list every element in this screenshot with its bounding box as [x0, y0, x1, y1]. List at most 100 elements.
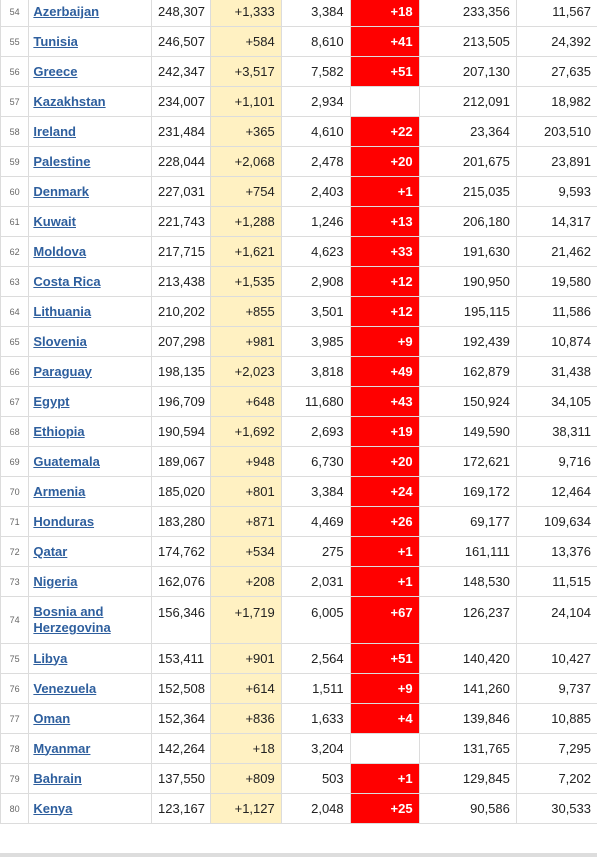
- country-link[interactable]: Bahrain: [33, 770, 82, 786]
- rank-cell: 73: [0, 566, 30, 597]
- country-link[interactable]: Myanmar: [33, 740, 91, 756]
- country-link[interactable]: Bosnia and Herzegovina: [33, 604, 111, 635]
- rank-cell: 68: [0, 416, 30, 447]
- country-link[interactable]: Costa Rica: [33, 273, 101, 289]
- new-cases-cell: +1,719: [209, 596, 282, 644]
- country-link[interactable]: Denmark: [33, 183, 90, 199]
- total-cases-cell: 153,411: [151, 643, 211, 674]
- total-recovered-cell: 213,505: [418, 26, 517, 57]
- table-row: 70 Armenia 185,020 +801 3,384 +24 169,172 12,46…: [0, 476, 597, 507]
- new-cases-cell: +901: [209, 643, 282, 674]
- covid-stats-table: 54 Azerbaijan 248,307 +1,333 3,384 +18 233,356…: [0, 0, 597, 824]
- country-link[interactable]: Lithuania: [33, 303, 92, 319]
- new-cases-cell: +809: [209, 763, 282, 794]
- rank-cell: 65: [0, 326, 30, 357]
- new-deaths-cell: +51: [349, 56, 420, 87]
- country-link[interactable]: Palestine: [33, 153, 91, 169]
- total-cases-cell: 189,067: [151, 446, 211, 477]
- country-link[interactable]: Greece: [33, 63, 78, 79]
- country-link[interactable]: Tunisia: [33, 33, 78, 49]
- new-deaths-cell: +1: [349, 566, 420, 597]
- table-row: 67 Egypt 196,709 +648 11,680 +43 150,924 34,105: [0, 386, 597, 417]
- total-cases-cell: 190,594: [151, 416, 211, 447]
- table-row: 63 Costa Rica 213,438 +1,535 2,908 +12 190,950…: [0, 266, 597, 297]
- new-cases-cell: +18: [209, 733, 282, 764]
- new-cases-cell: +836: [209, 703, 282, 734]
- table-row: 61 Kuwait 221,743 +1,288 1,246 +13 206,180 14,3…: [0, 206, 597, 237]
- country-link[interactable]: Armenia: [33, 483, 86, 499]
- new-cases-cell: +648: [209, 386, 282, 417]
- active-cases-cell: 11,567: [515, 0, 597, 27]
- new-cases-cell: +1,621: [209, 236, 282, 267]
- country-cell: Bahrain: [28, 763, 153, 794]
- country-link[interactable]: Azerbaijan: [33, 3, 100, 19]
- rank-cell: 67: [0, 386, 30, 417]
- new-deaths-cell: +9: [349, 326, 420, 357]
- total-cases-cell: 156,346: [151, 596, 211, 644]
- total-deaths-cell: 4,610: [280, 116, 351, 147]
- new-cases-cell: +1,535: [209, 266, 282, 297]
- country-cell: Honduras: [28, 506, 153, 537]
- new-cases-cell: +3,517: [209, 56, 282, 87]
- rank-cell: 69: [0, 446, 30, 477]
- rank-cell: 64: [0, 296, 30, 327]
- new-cases-cell: +1,127: [209, 793, 282, 824]
- country-cell: Kenya: [28, 793, 153, 824]
- table-row: 74 Bosnia and Herzegovina 156,346 +1,719 6,0…: [0, 596, 597, 644]
- country-link[interactable]: Ethiopia: [33, 423, 85, 439]
- country-link[interactable]: Kenya: [33, 800, 73, 816]
- new-deaths-cell: +12: [349, 266, 420, 297]
- new-cases-cell: +2,023: [209, 356, 282, 387]
- country-link[interactable]: Venezuela: [33, 680, 97, 696]
- country-link[interactable]: Kuwait: [33, 213, 76, 229]
- table-row: 66 Paraguay 198,135 +2,023 3,818 +49 162,879 31…: [0, 356, 597, 387]
- table-row: 58 Ireland 231,484 +365 4,610 +22 23,364 203,51…: [0, 116, 597, 147]
- total-cases-cell: 228,044: [151, 146, 211, 177]
- country-cell: Slovenia: [28, 326, 153, 357]
- country-link[interactable]: Egypt: [33, 393, 70, 409]
- active-cases-cell: 9,593: [515, 176, 597, 207]
- total-recovered-cell: 207,130: [418, 56, 517, 87]
- total-cases-cell: 174,762: [151, 536, 211, 567]
- rank-cell: 78: [0, 733, 30, 764]
- total-deaths-cell: 2,403: [280, 176, 351, 207]
- country-link[interactable]: Ireland: [33, 123, 76, 139]
- new-cases-cell: +754: [209, 176, 282, 207]
- table-row: 54 Azerbaijan 248,307 +1,333 3,384 +18 233,356…: [0, 0, 597, 27]
- country-link[interactable]: Kazakhstan: [33, 93, 106, 109]
- country-link[interactable]: Honduras: [33, 513, 95, 529]
- total-deaths-cell: 2,031: [280, 566, 351, 597]
- rank-cell: 66: [0, 356, 30, 387]
- country-link[interactable]: Moldova: [33, 243, 87, 259]
- country-cell: Myanmar: [28, 733, 153, 764]
- new-deaths-cell: +24: [349, 476, 420, 507]
- new-cases-cell: +1,288: [209, 206, 282, 237]
- rank-cell: 76: [0, 673, 30, 704]
- total-deaths-cell: 2,478: [280, 146, 351, 177]
- new-deaths-cell: +13: [349, 206, 420, 237]
- new-deaths-cell: +4: [349, 703, 420, 734]
- country-link[interactable]: Qatar: [33, 543, 68, 559]
- total-cases-cell: 242,347: [151, 56, 211, 87]
- new-deaths-cell: +18: [349, 0, 420, 27]
- rank-cell: 62: [0, 236, 30, 267]
- new-cases-cell: +534: [209, 536, 282, 567]
- active-cases-cell: 24,392: [515, 26, 597, 57]
- total-recovered-cell: 141,260: [418, 673, 517, 704]
- country-link[interactable]: Guatemala: [33, 453, 100, 469]
- active-cases-cell: 11,586: [515, 296, 597, 327]
- country-link[interactable]: Libya: [33, 650, 68, 666]
- active-cases-cell: 30,533: [515, 793, 597, 824]
- new-deaths-cell: +33: [349, 236, 420, 267]
- total-deaths-cell: 4,469: [280, 506, 351, 537]
- country-link[interactable]: Nigeria: [33, 573, 78, 589]
- total-deaths-cell: 8,610: [280, 26, 351, 57]
- country-link[interactable]: Paraguay: [33, 363, 92, 379]
- country-link[interactable]: Oman: [33, 710, 71, 726]
- total-cases-cell: 185,020: [151, 476, 211, 507]
- total-deaths-cell: 6,005: [280, 596, 351, 644]
- new-cases-cell: +208: [209, 566, 282, 597]
- country-link[interactable]: Slovenia: [33, 333, 87, 349]
- horizontal-scrollbar[interactable]: [0, 853, 597, 857]
- active-cases-cell: 109,634: [515, 506, 597, 537]
